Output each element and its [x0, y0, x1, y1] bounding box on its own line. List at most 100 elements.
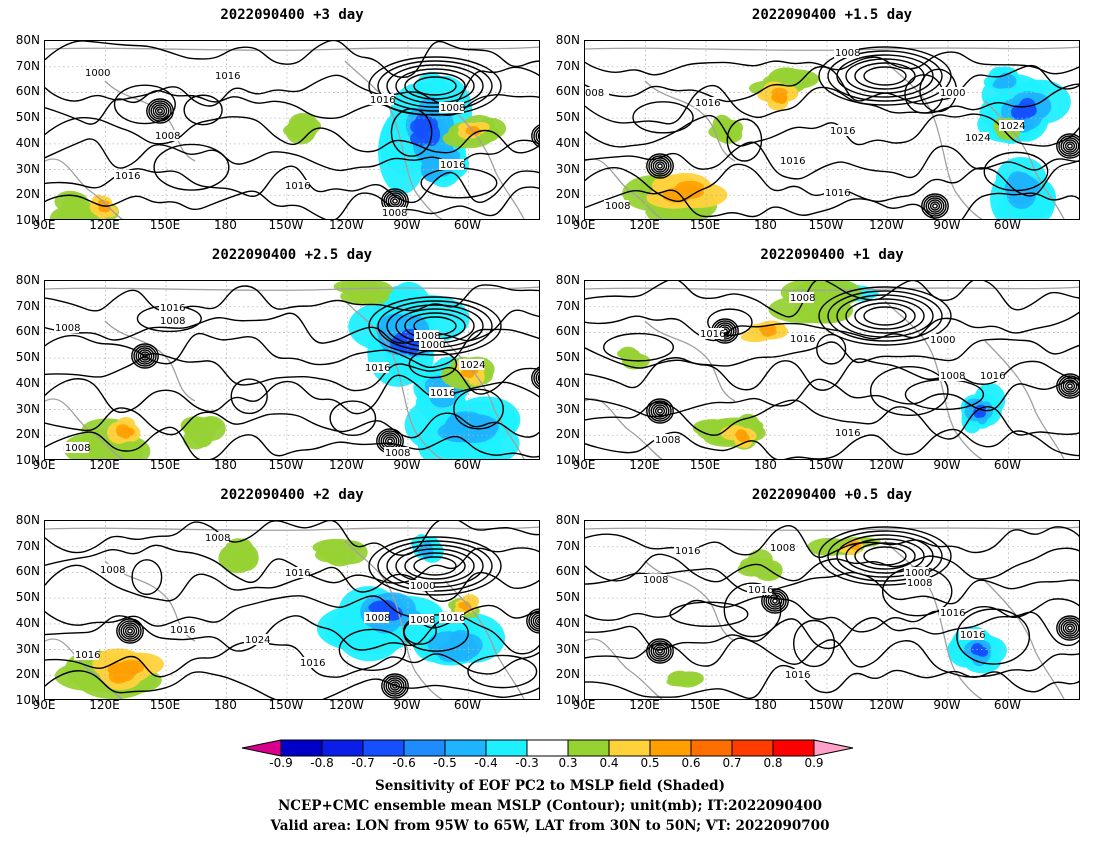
contour-label: 1000: [905, 568, 930, 579]
contour-label: 1008: [160, 316, 185, 327]
low-pressure-center: [761, 588, 789, 614]
contour-label: 1016: [790, 334, 815, 345]
lat-tick-label: 30N: [15, 161, 40, 176]
lat-tick-label: 40N: [15, 615, 40, 630]
lon-tick-label: 180: [754, 218, 777, 232]
contour-label: 1016: [825, 188, 850, 199]
lat-tick-label: 50N: [15, 590, 40, 605]
contour-label: 1008: [440, 103, 465, 114]
lon-tick-label: 90W: [393, 218, 421, 232]
colorbar-swatch: [813, 739, 854, 757]
contour-label: 1016: [285, 181, 310, 192]
lon-tick-label: 120W: [329, 458, 364, 472]
lon-tick-label: 90E: [572, 458, 596, 472]
colorbar-swatch: [731, 739, 774, 757]
lon-tick-label: 150W: [268, 698, 304, 712]
low-pressure-center: [531, 366, 539, 390]
low-pressure-center: [646, 153, 674, 179]
panel-title-4: 2022090400 +1 day: [760, 247, 904, 263]
lon-tick-label: 120E: [89, 218, 120, 232]
lat-tick-label: 70N: [15, 298, 40, 313]
pressure-gradient-rings: [818, 286, 952, 346]
lat-tick-label: 50N: [555, 590, 580, 605]
lon-tick-label: 60W: [993, 218, 1021, 232]
lat-tick-label: 60N: [15, 324, 40, 339]
lat-tick-label: 80N: [15, 513, 40, 527]
lat-tick-label: 20N: [15, 427, 40, 442]
lon-tick-label: 60W: [453, 458, 481, 472]
lon-tick-label: 150W: [808, 218, 844, 232]
contour-label: 1016: [980, 371, 1005, 382]
contour-label: 1008: [65, 443, 90, 454]
contour-label: 1008: [907, 578, 932, 589]
lon-tick-label: 150E: [149, 698, 181, 712]
lat-tick-label: 20N: [555, 427, 580, 442]
lon-tick-label: 120W: [869, 218, 904, 232]
lat-tick-label: 30N: [15, 401, 40, 416]
lon-tick-label: 90E: [32, 698, 56, 712]
contour-label: 1008: [55, 323, 80, 334]
panel-title-1: 2022090400 +3 day: [220, 7, 364, 23]
contour-label: 1016: [835, 428, 860, 439]
contour-label: 1016: [440, 160, 465, 171]
caption-line-3: Valid area: LON from 95W to 65W, LAT fro…: [270, 818, 830, 834]
lat-tick-label: 20N: [15, 667, 40, 682]
contour-label: 1016: [748, 585, 773, 596]
colorbar-tick-label: -0.4: [474, 756, 498, 770]
colorbar-swatch: [608, 739, 651, 757]
mslp-contours: [585, 281, 1079, 459]
lat-tick-label: 30N: [555, 161, 580, 176]
lat-tick-label: 50N: [555, 350, 580, 365]
lon-tick-label: 120W: [869, 458, 904, 472]
positive-sensitivity-area: [107, 659, 145, 684]
low-pressure-center: [921, 193, 949, 219]
lat-tick-label: 80N: [15, 273, 40, 287]
lat-tick-label: 20N: [555, 667, 580, 682]
contour-label: 1008: [790, 293, 815, 304]
panel-title-2: 2022090400 +1.5 day: [751, 7, 913, 23]
contour-label: 1008: [410, 615, 435, 626]
contour-label: 1016: [160, 303, 185, 314]
positive-sensitivity-area: [218, 538, 259, 574]
contour-label: 1000: [85, 68, 110, 79]
low-pressure-center: [646, 638, 674, 664]
contour-label: 1000: [420, 340, 445, 351]
low-pressure-center: [1056, 133, 1079, 159]
colorbar-swatch: [567, 739, 610, 757]
contour-label: 1000: [940, 88, 965, 99]
lat-tick-label: 20N: [555, 187, 580, 202]
lat-tick-label: 40N: [15, 135, 40, 150]
panel-title-5: 2022090400 +2 day: [220, 487, 364, 503]
low-pressure-center: [116, 618, 144, 644]
low-pressure-center: [131, 343, 159, 369]
map-panel-2: 1008 008 1016 1000 1024 1016 1024 1016 1016 1008: [584, 40, 1080, 220]
contour-label: 1008: [835, 48, 860, 59]
positive-sensitivity-area: [771, 87, 788, 105]
lon-tick-label: 90E: [572, 698, 596, 712]
map-panel-5: 1008 1008 1016 1016 1000 1008 1008 1016 1024 1016…: [44, 520, 540, 700]
colorbar-swatch: [526, 739, 569, 757]
lon-tick-label: 180: [754, 458, 777, 472]
lat-tick-label: 10N: [15, 693, 40, 707]
lat-tick-label: 40N: [555, 375, 580, 390]
lat-tick-label: 70N: [555, 298, 580, 313]
low-pressure-center: [146, 98, 174, 124]
lat-tick-label: 80N: [15, 33, 40, 47]
lon-tick-label: 90W: [933, 458, 961, 472]
lon-tick-label: 120W: [329, 698, 364, 712]
colorbar-tick-label: 0.4: [599, 756, 619, 770]
map-panel-3: 1008 1016 1008 1000 1008 1016 1024 1016 1008 1008: [44, 280, 540, 460]
pressure-gradient-rings: [818, 46, 952, 106]
contour-label: 1016: [365, 363, 390, 374]
colorbar-tick-label: 0.6: [681, 756, 701, 770]
contour-label: 1016: [675, 546, 700, 557]
lat-tick-label: 50N: [15, 350, 40, 365]
positive-sensitivity-area: [180, 416, 226, 450]
lon-tick-label: 180: [214, 218, 237, 232]
contour-label: 1016: [440, 613, 465, 624]
contour-label: 1008: [643, 575, 668, 586]
lon-tick-label: 180: [214, 698, 237, 712]
colorbar-swatch: [280, 739, 323, 757]
lon-tick-label: 150E: [149, 458, 181, 472]
colorbar-tick-label: 0.8: [763, 756, 783, 770]
